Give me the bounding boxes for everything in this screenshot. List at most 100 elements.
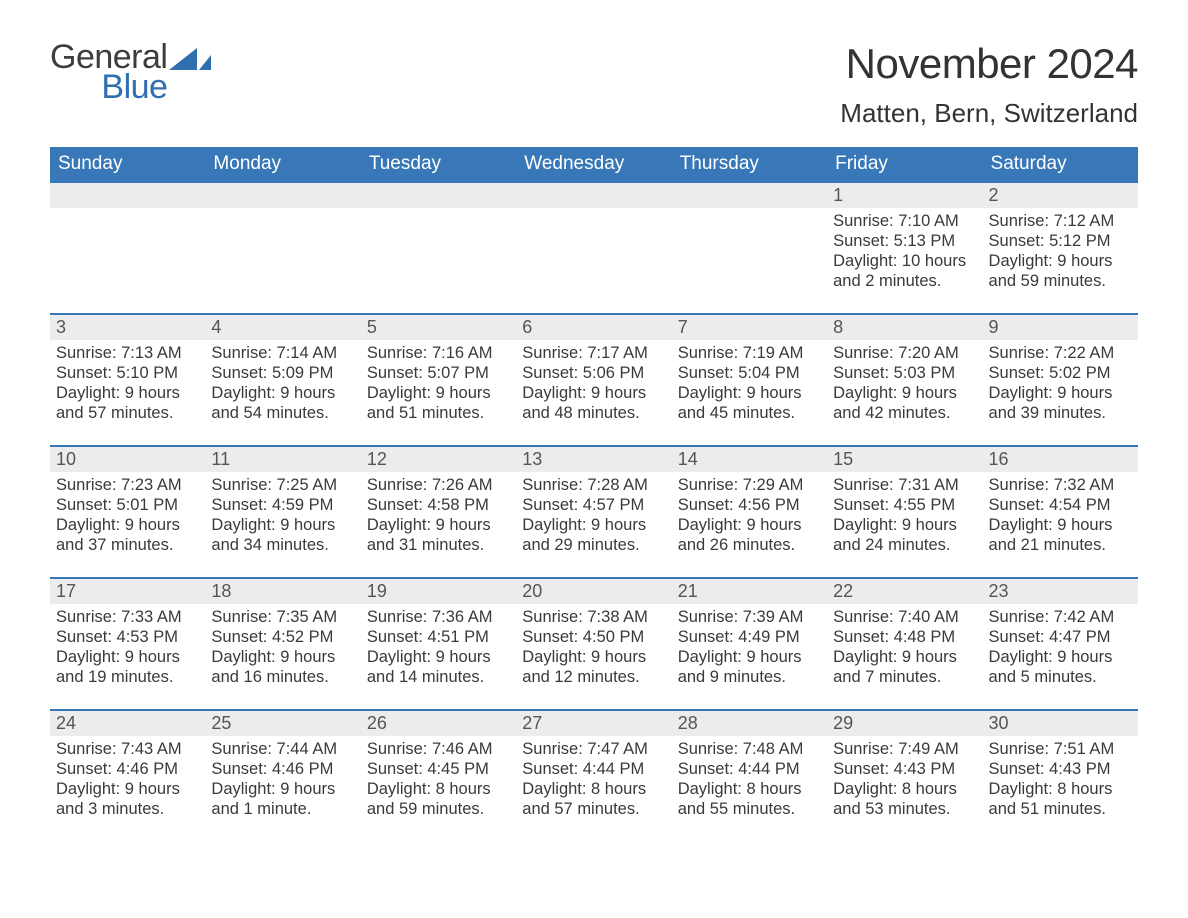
daylight-line: Daylight: 9 hours and 59 minutes. xyxy=(989,251,1132,291)
day-number: 24 xyxy=(50,709,205,736)
day-details: Sunrise: 7:48 AMSunset: 4:44 PMDaylight:… xyxy=(672,736,827,824)
sunrise-line: Sunrise: 7:12 AM xyxy=(989,211,1132,231)
sunrise-line: Sunrise: 7:26 AM xyxy=(367,475,510,495)
day-details: Sunrise: 7:19 AMSunset: 5:04 PMDaylight:… xyxy=(672,340,827,428)
day-details: Sunrise: 7:12 AMSunset: 5:12 PMDaylight:… xyxy=(983,208,1138,296)
day-details: Sunrise: 7:36 AMSunset: 4:51 PMDaylight:… xyxy=(361,604,516,692)
daylight-line: Daylight: 9 hours and 57 minutes. xyxy=(56,383,199,423)
calendar-day-cell xyxy=(50,181,205,313)
day-number xyxy=(672,181,827,208)
daylight-line: Daylight: 9 hours and 5 minutes. xyxy=(989,647,1132,687)
day-details: Sunrise: 7:14 AMSunset: 5:09 PMDaylight:… xyxy=(205,340,360,428)
daylight-line: Daylight: 9 hours and 19 minutes. xyxy=(56,647,199,687)
sunset-line: Sunset: 4:43 PM xyxy=(833,759,976,779)
sunrise-line: Sunrise: 7:43 AM xyxy=(56,739,199,759)
weekday-header: Thursday xyxy=(672,147,827,181)
sunset-line: Sunset: 4:44 PM xyxy=(678,759,821,779)
day-number xyxy=(205,181,360,208)
sunset-line: Sunset: 4:52 PM xyxy=(211,627,354,647)
day-number: 23 xyxy=(983,577,1138,604)
calendar-day-cell: 30Sunrise: 7:51 AMSunset: 4:43 PMDayligh… xyxy=(983,709,1138,827)
weekday-header: Monday xyxy=(205,147,360,181)
sunset-line: Sunset: 4:50 PM xyxy=(522,627,665,647)
logo-triangle-icon xyxy=(169,46,211,70)
day-number: 8 xyxy=(827,313,982,340)
sunset-line: Sunset: 4:48 PM xyxy=(833,627,976,647)
sunrise-line: Sunrise: 7:47 AM xyxy=(522,739,665,759)
header: General Blue November 2024 Matten, Bern,… xyxy=(50,40,1138,129)
sunset-line: Sunset: 5:06 PM xyxy=(522,363,665,383)
logo-text: General Blue xyxy=(50,40,167,105)
day-details: Sunrise: 7:38 AMSunset: 4:50 PMDaylight:… xyxy=(516,604,671,692)
day-number: 25 xyxy=(205,709,360,736)
calendar-day-cell: 25Sunrise: 7:44 AMSunset: 4:46 PMDayligh… xyxy=(205,709,360,827)
calendar-day-cell: 3Sunrise: 7:13 AMSunset: 5:10 PMDaylight… xyxy=(50,313,205,445)
sunset-line: Sunset: 4:51 PM xyxy=(367,627,510,647)
sunset-line: Sunset: 5:07 PM xyxy=(367,363,510,383)
sunrise-line: Sunrise: 7:20 AM xyxy=(833,343,976,363)
daylight-line: Daylight: 9 hours and 26 minutes. xyxy=(678,515,821,555)
daylight-line: Daylight: 8 hours and 51 minutes. xyxy=(989,779,1132,819)
weekday-header: Wednesday xyxy=(516,147,671,181)
day-number: 6 xyxy=(516,313,671,340)
daylight-line: Daylight: 9 hours and 42 minutes. xyxy=(833,383,976,423)
day-number: 28 xyxy=(672,709,827,736)
daylight-line: Daylight: 9 hours and 14 minutes. xyxy=(367,647,510,687)
day-details xyxy=(672,208,827,215)
sunset-line: Sunset: 4:45 PM xyxy=(367,759,510,779)
calendar-day-cell: 1Sunrise: 7:10 AMSunset: 5:13 PMDaylight… xyxy=(827,181,982,313)
logo: General Blue xyxy=(50,40,211,105)
calendar-day-cell xyxy=(516,181,671,313)
day-number: 5 xyxy=(361,313,516,340)
calendar-day-cell: 7Sunrise: 7:19 AMSunset: 5:04 PMDaylight… xyxy=(672,313,827,445)
sunset-line: Sunset: 5:01 PM xyxy=(56,495,199,515)
day-number: 11 xyxy=(205,445,360,472)
daylight-line: Daylight: 8 hours and 57 minutes. xyxy=(522,779,665,819)
daylight-line: Daylight: 9 hours and 21 minutes. xyxy=(989,515,1132,555)
sunrise-line: Sunrise: 7:25 AM xyxy=(211,475,354,495)
daylight-line: Daylight: 9 hours and 9 minutes. xyxy=(678,647,821,687)
sunrise-line: Sunrise: 7:17 AM xyxy=(522,343,665,363)
day-number: 12 xyxy=(361,445,516,472)
sunrise-line: Sunrise: 7:19 AM xyxy=(678,343,821,363)
calendar-day-cell: 11Sunrise: 7:25 AMSunset: 4:59 PMDayligh… xyxy=(205,445,360,577)
day-number: 3 xyxy=(50,313,205,340)
sunset-line: Sunset: 4:54 PM xyxy=(989,495,1132,515)
day-number: 20 xyxy=(516,577,671,604)
daylight-line: Daylight: 9 hours and 3 minutes. xyxy=(56,779,199,819)
sunset-line: Sunset: 4:43 PM xyxy=(989,759,1132,779)
daylight-line: Daylight: 9 hours and 1 minute. xyxy=(211,779,354,819)
daylight-line: Daylight: 9 hours and 37 minutes. xyxy=(56,515,199,555)
calendar-day-cell: 8Sunrise: 7:20 AMSunset: 5:03 PMDaylight… xyxy=(827,313,982,445)
calendar-week-row: 17Sunrise: 7:33 AMSunset: 4:53 PMDayligh… xyxy=(50,577,1138,709)
day-details: Sunrise: 7:39 AMSunset: 4:49 PMDaylight:… xyxy=(672,604,827,692)
weekday-header-row: Sunday Monday Tuesday Wednesday Thursday… xyxy=(50,147,1138,181)
calendar-day-cell xyxy=(672,181,827,313)
sunrise-line: Sunrise: 7:10 AM xyxy=(833,211,976,231)
sunrise-line: Sunrise: 7:23 AM xyxy=(56,475,199,495)
calendar-day-cell xyxy=(361,181,516,313)
day-number: 22 xyxy=(827,577,982,604)
day-details: Sunrise: 7:20 AMSunset: 5:03 PMDaylight:… xyxy=(827,340,982,428)
sunrise-line: Sunrise: 7:39 AM xyxy=(678,607,821,627)
daylight-line: Daylight: 8 hours and 59 minutes. xyxy=(367,779,510,819)
calendar-day-cell xyxy=(205,181,360,313)
day-number xyxy=(361,181,516,208)
calendar-week-row: 24Sunrise: 7:43 AMSunset: 4:46 PMDayligh… xyxy=(50,709,1138,827)
sunrise-line: Sunrise: 7:38 AM xyxy=(522,607,665,627)
sunset-line: Sunset: 4:47 PM xyxy=(989,627,1132,647)
daylight-line: Daylight: 9 hours and 45 minutes. xyxy=(678,383,821,423)
sunset-line: Sunset: 4:49 PM xyxy=(678,627,821,647)
day-number: 2 xyxy=(983,181,1138,208)
calendar-day-cell: 14Sunrise: 7:29 AMSunset: 4:56 PMDayligh… xyxy=(672,445,827,577)
month-title: November 2024 xyxy=(840,40,1138,88)
calendar-table: Sunday Monday Tuesday Wednesday Thursday… xyxy=(50,147,1138,827)
calendar-day-cell: 22Sunrise: 7:40 AMSunset: 4:48 PMDayligh… xyxy=(827,577,982,709)
sunset-line: Sunset: 4:44 PM xyxy=(522,759,665,779)
weekday-header: Friday xyxy=(827,147,982,181)
sunrise-line: Sunrise: 7:49 AM xyxy=(833,739,976,759)
sunrise-line: Sunrise: 7:16 AM xyxy=(367,343,510,363)
day-details: Sunrise: 7:44 AMSunset: 4:46 PMDaylight:… xyxy=(205,736,360,824)
calendar-day-cell: 9Sunrise: 7:22 AMSunset: 5:02 PMDaylight… xyxy=(983,313,1138,445)
day-number: 26 xyxy=(361,709,516,736)
